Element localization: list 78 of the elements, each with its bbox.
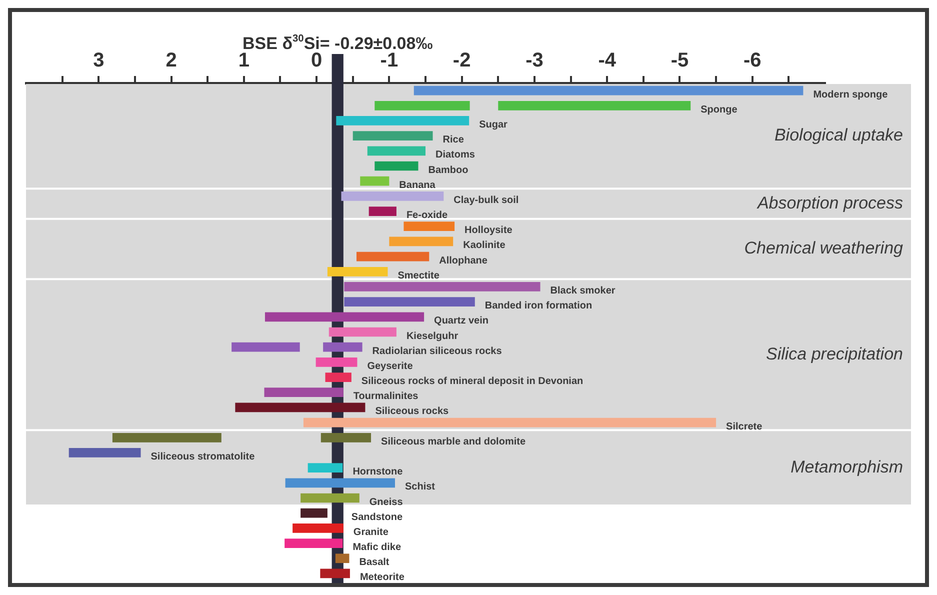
bar	[389, 236, 454, 246]
bar	[284, 538, 343, 548]
bar	[264, 312, 424, 322]
y-tick-label: Siliceous rocks of mineral deposit in Devonian	[361, 376, 584, 388]
y-tick-label: Banded iron formation	[484, 300, 592, 312]
y-tick-label: Banana	[399, 180, 436, 191]
y-tick-label: Basalt	[359, 557, 390, 568]
x-tick-label: -4	[598, 50, 617, 72]
band-label: Chemical weathering	[744, 238, 904, 258]
y-tick-label: Sponge	[700, 104, 738, 116]
bar	[344, 282, 540, 292]
x-tick-label: 0	[310, 50, 322, 72]
bar	[374, 161, 418, 171]
y-tick-label: Sandstone	[351, 512, 403, 523]
y-tick-label: Diatoms	[436, 150, 476, 161]
y-tick-label: Meteorite	[360, 572, 405, 584]
bar	[325, 372, 352, 382]
bar	[68, 448, 141, 458]
bar	[356, 252, 430, 262]
y-tick-label: Bamboo	[428, 164, 468, 176]
y-tick-label: Siliceous rocks	[375, 406, 450, 418]
band-label: Metamorphism	[790, 458, 903, 477]
x-tick-label: -1	[380, 50, 398, 72]
bar	[300, 493, 360, 503]
bar	[336, 116, 470, 126]
x-tick-label: -5	[670, 50, 689, 72]
y-tick-label: Black smoker	[550, 285, 616, 296]
y-tick-label: Kaolinite	[463, 240, 506, 252]
bar	[235, 402, 366, 412]
y-tick-label: Smectite	[398, 270, 440, 282]
y-tick-label: Kieselguhr	[406, 330, 458, 342]
x-tick-label: -2	[452, 50, 471, 72]
y-tick-label: Modern sponge	[813, 89, 888, 100]
x-tick-label: 2	[166, 50, 177, 72]
bar	[360, 176, 390, 186]
band-label: Absorption process	[756, 193, 904, 212]
y-tick-label: Radiolarian siliceous rocks	[372, 346, 502, 357]
bar	[335, 554, 350, 564]
y-tick-label: Silcrete	[726, 421, 763, 432]
y-tick-label: Schist	[404, 482, 436, 493]
x-tick-label: 1	[238, 50, 250, 72]
y-tick-label: Siliceous marble and dolomite	[381, 436, 526, 448]
bar	[308, 463, 343, 472]
bar	[404, 222, 455, 232]
bar	[327, 266, 388, 276]
y-tick-label: Holloysite	[464, 225, 513, 236]
x-tick-label: -3	[526, 50, 544, 72]
bar	[368, 206, 396, 216]
band-label: Biological uptake	[774, 126, 903, 145]
bar	[328, 327, 396, 337]
bar	[344, 297, 475, 306]
y-tick-label: Fe-oxide	[406, 210, 448, 222]
y-tick-label: Siliceous stromatolite	[150, 451, 256, 462]
y-tick-label: Geyserite	[367, 360, 414, 372]
y-tick-label: Rice	[442, 134, 464, 146]
y-tick-label: Allophane	[439, 255, 488, 266]
x-tick-label: 3	[93, 50, 104, 72]
y-tick-label: Quartz vein	[434, 316, 489, 327]
bar	[352, 131, 433, 140]
y-tick-label: Granite	[353, 526, 389, 538]
y-tick-label: Gneiss	[369, 496, 404, 508]
bar	[414, 86, 804, 96]
y-tick-label: Clay-bulk soil	[454, 194, 519, 206]
bar	[300, 508, 328, 518]
bar	[320, 568, 350, 578]
y-tick-label: Mafic dike	[352, 542, 402, 554]
bar	[303, 418, 716, 428]
bar	[316, 358, 358, 367]
bar	[285, 478, 395, 488]
bar	[292, 524, 344, 533]
band-label: Silica precipitation	[766, 344, 903, 364]
bar	[341, 192, 444, 201]
y-tick-label: Hornstone	[352, 466, 404, 478]
y-tick-label: Sugar	[479, 119, 508, 130]
bar	[264, 388, 344, 398]
x-tick-label: -6	[743, 50, 762, 72]
bar	[367, 146, 426, 156]
y-tick-label: Tourmalinites	[353, 391, 419, 402]
